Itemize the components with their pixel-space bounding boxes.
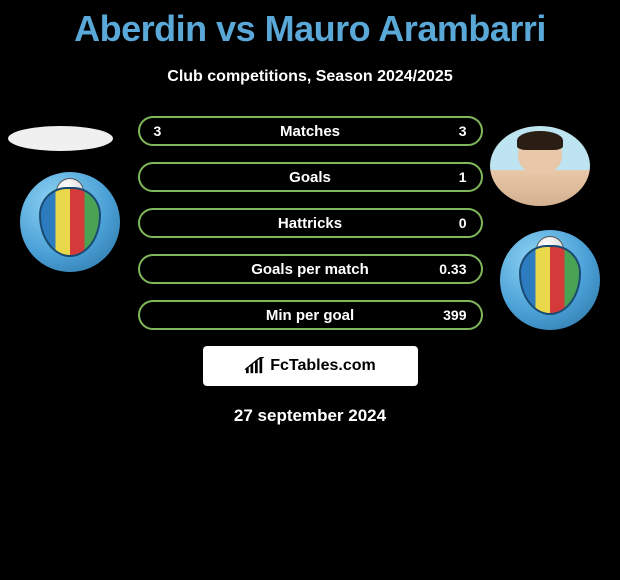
stat-label: Hattricks xyxy=(278,215,342,232)
stat-left-value: 3 xyxy=(154,123,162,139)
stat-right-value: 399 xyxy=(443,307,466,323)
stat-rows: 3 Matches 3 Goals 1 Hattricks 0 Goals pe… xyxy=(138,116,483,330)
stat-right-value: 0.33 xyxy=(439,261,466,277)
stat-label: Min per goal xyxy=(266,307,354,324)
stat-row-min-per-goal: Min per goal 399 xyxy=(138,300,483,330)
infographic-date: 27 september 2024 xyxy=(0,406,620,426)
brand-text: FcTables.com xyxy=(270,357,376,375)
season-subtitle: Club competitions, Season 2024/2025 xyxy=(0,68,620,86)
bar-chart-icon xyxy=(244,357,266,375)
stat-label: Matches xyxy=(280,123,340,140)
brand-footer: FcTables.com xyxy=(203,346,418,386)
stats-section: 3 Matches 3 Goals 1 Hattricks 0 Goals pe… xyxy=(0,116,620,426)
stat-label: Goals per match xyxy=(251,261,369,278)
stat-row-goals-per-match: Goals per match 0.33 xyxy=(138,254,483,284)
stat-right-value: 3 xyxy=(459,123,467,139)
stat-row-goals: Goals 1 xyxy=(138,162,483,192)
stat-right-value: 1 xyxy=(459,169,467,185)
page-title: Aberdin vs Mauro Arambarri xyxy=(0,0,620,50)
stat-right-value: 0 xyxy=(459,215,467,231)
stat-row-matches: 3 Matches 3 xyxy=(138,116,483,146)
stat-row-hattricks: Hattricks 0 xyxy=(138,208,483,238)
stat-label: Goals xyxy=(289,169,331,186)
